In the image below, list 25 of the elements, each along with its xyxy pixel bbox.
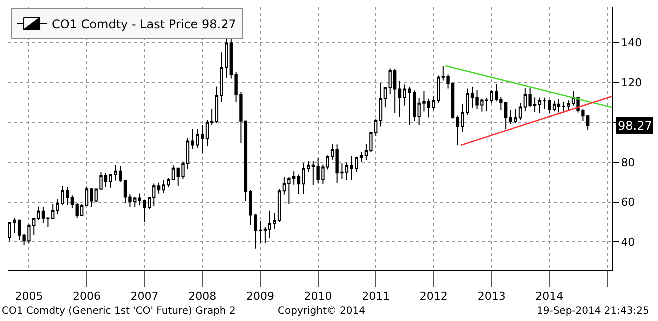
x-tick-label: 2007 (130, 290, 159, 304)
candlestick (258, 220, 262, 244)
legend-label: CO1 Comdty - Last Price 98.27 (52, 17, 236, 32)
text: 19-Sep-2014 21:43:25 (537, 306, 650, 317)
y-tick-label: 120 (621, 76, 642, 90)
x-tick-label: 2006 (73, 290, 101, 304)
x-tick-label: 2013 (478, 290, 506, 304)
candlestick (552, 100, 556, 112)
candlestick (379, 82, 383, 128)
text: CO1 Comdty (Generic 1st 'CO' Future) Graph 2 (2, 306, 236, 317)
x-tick-label: 2008 (188, 290, 217, 304)
candlestick (85, 186, 89, 206)
x-tick-label: 2014 (536, 290, 564, 304)
candlestick (557, 98, 561, 114)
y-tick-label: 80 (621, 156, 636, 170)
y-tick-label: 60 (621, 196, 636, 210)
x-tick-label: 2011 (362, 290, 390, 304)
text: 98.27 (618, 119, 652, 133)
x-tick-label: 2012 (420, 290, 448, 304)
y-tick-label: 140 (621, 36, 642, 50)
y-tick-label: 40 (621, 236, 636, 249)
x-tick-label: 2010 (304, 290, 332, 304)
x-tick-label: 2009 (246, 290, 275, 304)
x-tick-label: 2005 (15, 290, 44, 304)
text: Copyright© 2014 (278, 306, 366, 317)
